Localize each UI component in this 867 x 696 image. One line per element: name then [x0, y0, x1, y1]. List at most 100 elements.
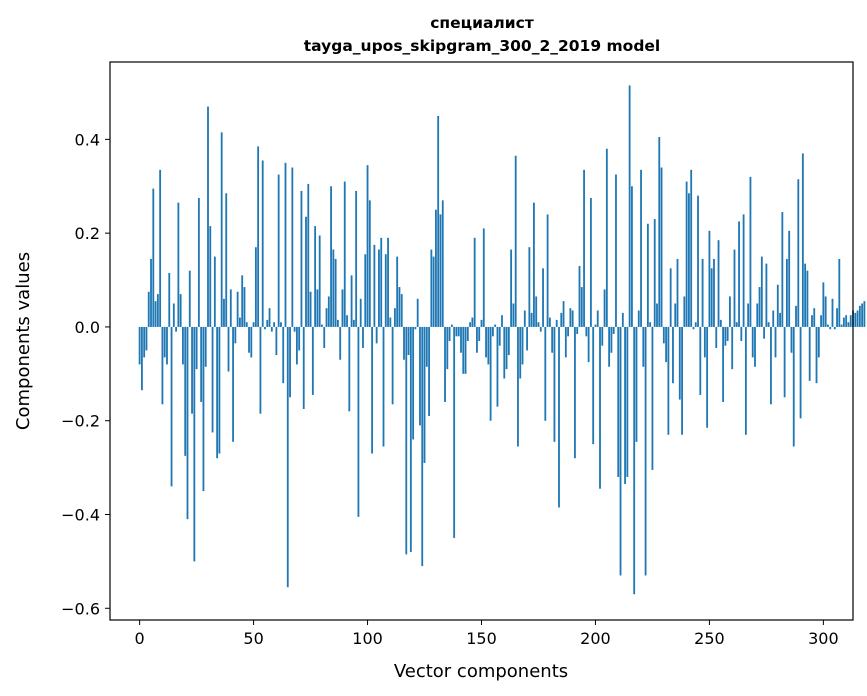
- bar: [724, 326, 727, 346]
- bar: [831, 298, 834, 327]
- bar: [311, 326, 314, 395]
- bar: [747, 303, 750, 327]
- bar: [473, 237, 476, 327]
- bar: [448, 326, 451, 341]
- bar: [756, 303, 759, 327]
- bar: [368, 200, 371, 327]
- bar: [806, 270, 809, 327]
- x-axis-label: Vector components: [394, 661, 568, 682]
- bar: [163, 326, 166, 358]
- bar: [749, 176, 752, 327]
- bar: [316, 289, 319, 327]
- x-tick-label: 100: [352, 629, 383, 648]
- bar: [722, 326, 724, 402]
- bar: [599, 326, 601, 489]
- bar: [159, 169, 162, 327]
- bar: [662, 326, 665, 344]
- y-axis-label: Components values: [13, 252, 34, 430]
- bar: [649, 322, 652, 327]
- bar: [713, 258, 715, 327]
- bar: [651, 326, 654, 470]
- bar: [487, 326, 490, 365]
- bar: [191, 326, 193, 414]
- bar: [302, 326, 305, 409]
- bar: [357, 326, 360, 517]
- bar: [298, 326, 301, 351]
- bar: [587, 326, 590, 363]
- bar: [621, 312, 624, 327]
- bar: [617, 326, 620, 477]
- bar: [389, 317, 392, 327]
- bar: [530, 312, 533, 327]
- bar: [307, 183, 310, 327]
- bar: [858, 305, 861, 327]
- bar: [270, 326, 273, 332]
- bar: [168, 273, 171, 327]
- bar: [631, 186, 633, 327]
- bar: [644, 326, 647, 576]
- bar: [396, 256, 399, 327]
- bar: [252, 322, 255, 327]
- bar: [692, 326, 695, 330]
- bar: [742, 214, 745, 327]
- bar: [293, 326, 296, 332]
- bar: [740, 326, 743, 341]
- bar: [567, 326, 570, 337]
- bar: [425, 326, 428, 367]
- bar: [781, 212, 784, 327]
- bar: [400, 294, 403, 327]
- bar: [409, 326, 412, 553]
- bar: [225, 193, 228, 327]
- bar: [669, 268, 672, 327]
- bar: [763, 326, 766, 339]
- bar: [268, 308, 271, 327]
- bar: [610, 326, 613, 353]
- bar: [318, 235, 321, 327]
- bar: [346, 315, 348, 327]
- bar: [735, 322, 738, 327]
- bar: [243, 287, 246, 327]
- bar: [455, 326, 458, 337]
- bar: [166, 326, 168, 365]
- bar: [332, 249, 335, 327]
- bar: [815, 326, 818, 384]
- bar: [327, 296, 330, 327]
- bar: [170, 326, 173, 487]
- bar: [478, 326, 481, 341]
- bar: [145, 326, 148, 351]
- bar: [375, 326, 378, 344]
- bar: [580, 287, 583, 327]
- bar: [703, 326, 706, 358]
- bar: [323, 326, 326, 349]
- bar: [277, 174, 280, 327]
- bar: [462, 326, 465, 374]
- x-tick-label: 150: [466, 629, 497, 648]
- bar: [760, 256, 763, 327]
- bar: [147, 291, 150, 327]
- bar: [528, 247, 531, 327]
- bar: [838, 258, 841, 327]
- bar: [710, 268, 713, 327]
- bar: [674, 303, 677, 327]
- bar: [366, 165, 369, 327]
- bar: [656, 303, 658, 327]
- bar: [152, 188, 155, 327]
- bar: [676, 258, 679, 327]
- bar: [393, 308, 396, 327]
- bar: [439, 214, 442, 327]
- bar: [295, 326, 298, 365]
- bar: [842, 317, 845, 327]
- bar: [758, 287, 761, 327]
- bar: [416, 298, 419, 327]
- bar: [505, 326, 508, 370]
- bar: [469, 322, 472, 327]
- bar: [678, 326, 681, 400]
- bar: [364, 254, 367, 327]
- bar: [245, 322, 248, 327]
- bar: [824, 296, 827, 327]
- bar: [817, 326, 820, 358]
- bar: [325, 308, 328, 327]
- bar: [482, 228, 485, 327]
- bar: [820, 315, 822, 327]
